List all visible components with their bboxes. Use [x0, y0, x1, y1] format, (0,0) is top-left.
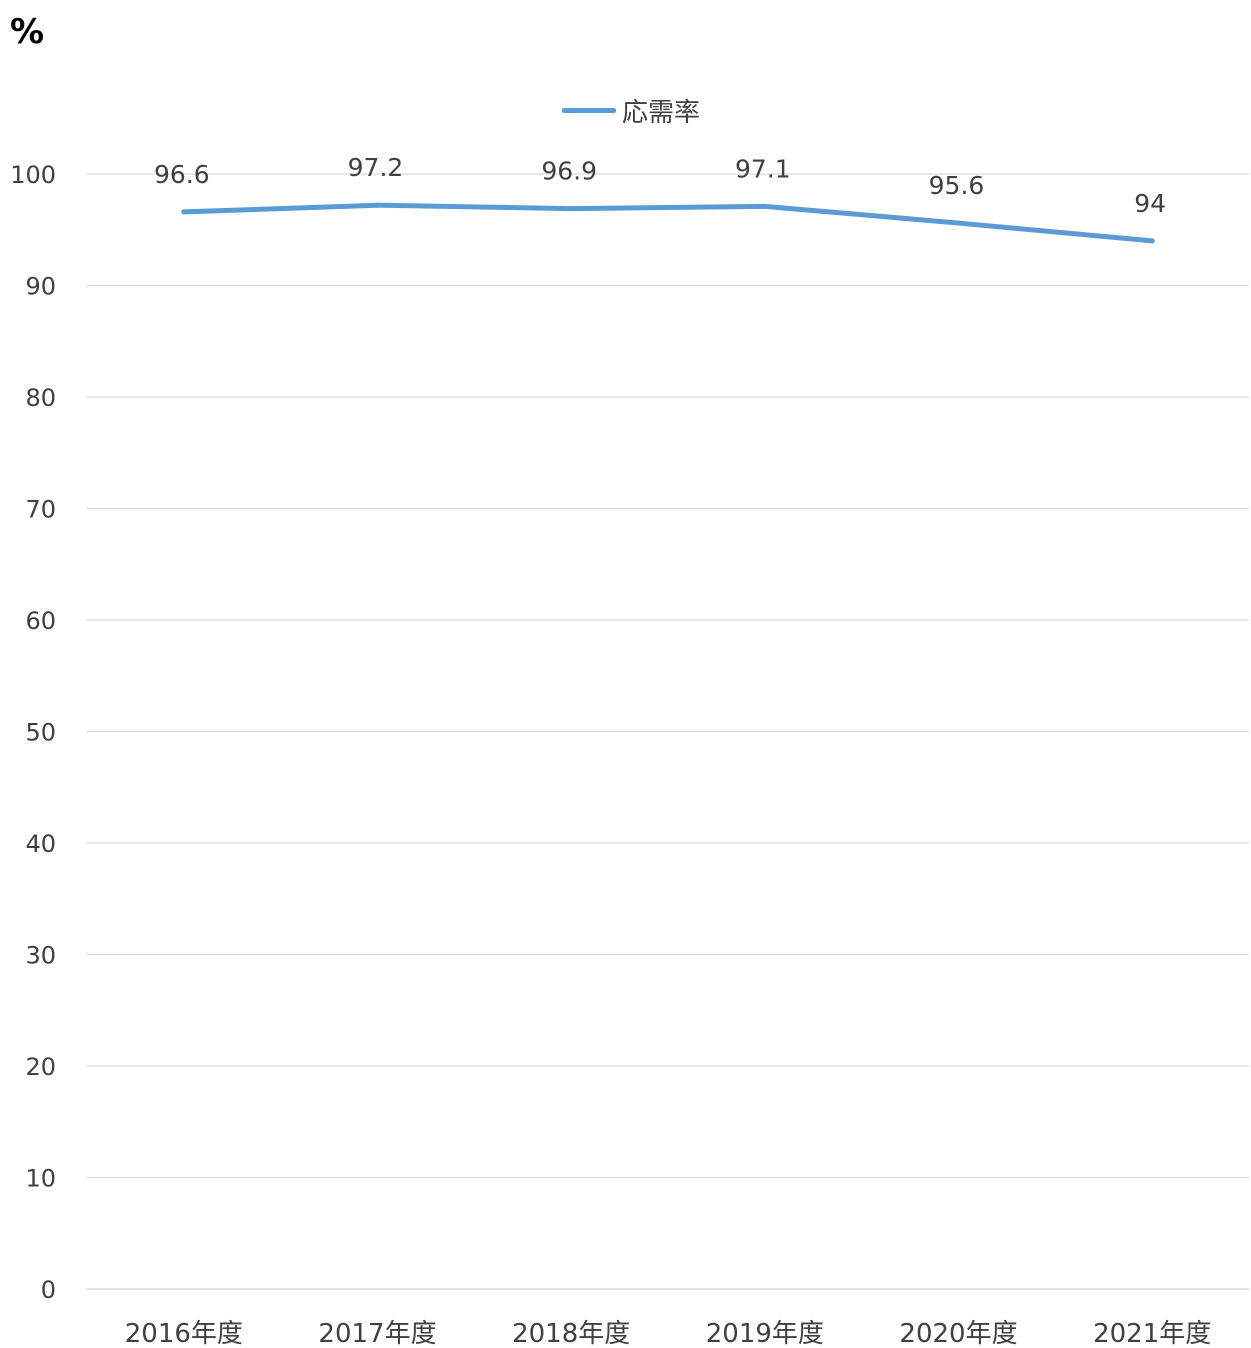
x-tick-label: 2016年度: [125, 1319, 243, 1348]
data-label: 96.6: [154, 160, 210, 189]
legend-label: 応需率: [622, 98, 701, 128]
data-point: [956, 220, 961, 226]
y-tick-label: 60: [25, 607, 56, 635]
x-tick-label: 2017年度: [318, 1319, 436, 1348]
y-tick-label: 0: [41, 1276, 56, 1304]
data-point: [762, 203, 768, 209]
data-point: [181, 209, 187, 215]
x-tick-label: 2018年度: [512, 1319, 630, 1348]
y-tick-label: 100: [10, 161, 56, 189]
data-label: 97.1: [735, 154, 791, 183]
series-line: [181, 202, 1155, 244]
y-tick-label: 50: [25, 719, 56, 747]
y-tick-label: 40: [25, 830, 56, 858]
legend: 応需率: [562, 92, 700, 129]
x-tick-label: 2019年度: [706, 1319, 824, 1348]
y-tick-label: 30: [25, 942, 56, 970]
data-label: 94: [1134, 189, 1166, 218]
y-tick-label: 10: [25, 1165, 56, 1193]
y-tick-label: 20: [25, 1053, 56, 1081]
data-point: [568, 206, 574, 212]
data-point: [375, 202, 380, 208]
data-point: [1149, 238, 1155, 244]
x-tick-label: 2020年度: [899, 1319, 1017, 1348]
data-label: 97.2: [348, 153, 404, 182]
x-tick-label: 2021年度: [1093, 1319, 1211, 1348]
data-label: 95.6: [929, 171, 985, 200]
y-axis-unit-label: %: [10, 12, 45, 52]
y-tick-label: 70: [25, 496, 56, 524]
y-tick-label: 90: [25, 273, 56, 301]
data-label: 96.9: [541, 157, 597, 186]
legend-swatch-line: [562, 108, 616, 113]
y-tick-label: 80: [25, 384, 56, 412]
